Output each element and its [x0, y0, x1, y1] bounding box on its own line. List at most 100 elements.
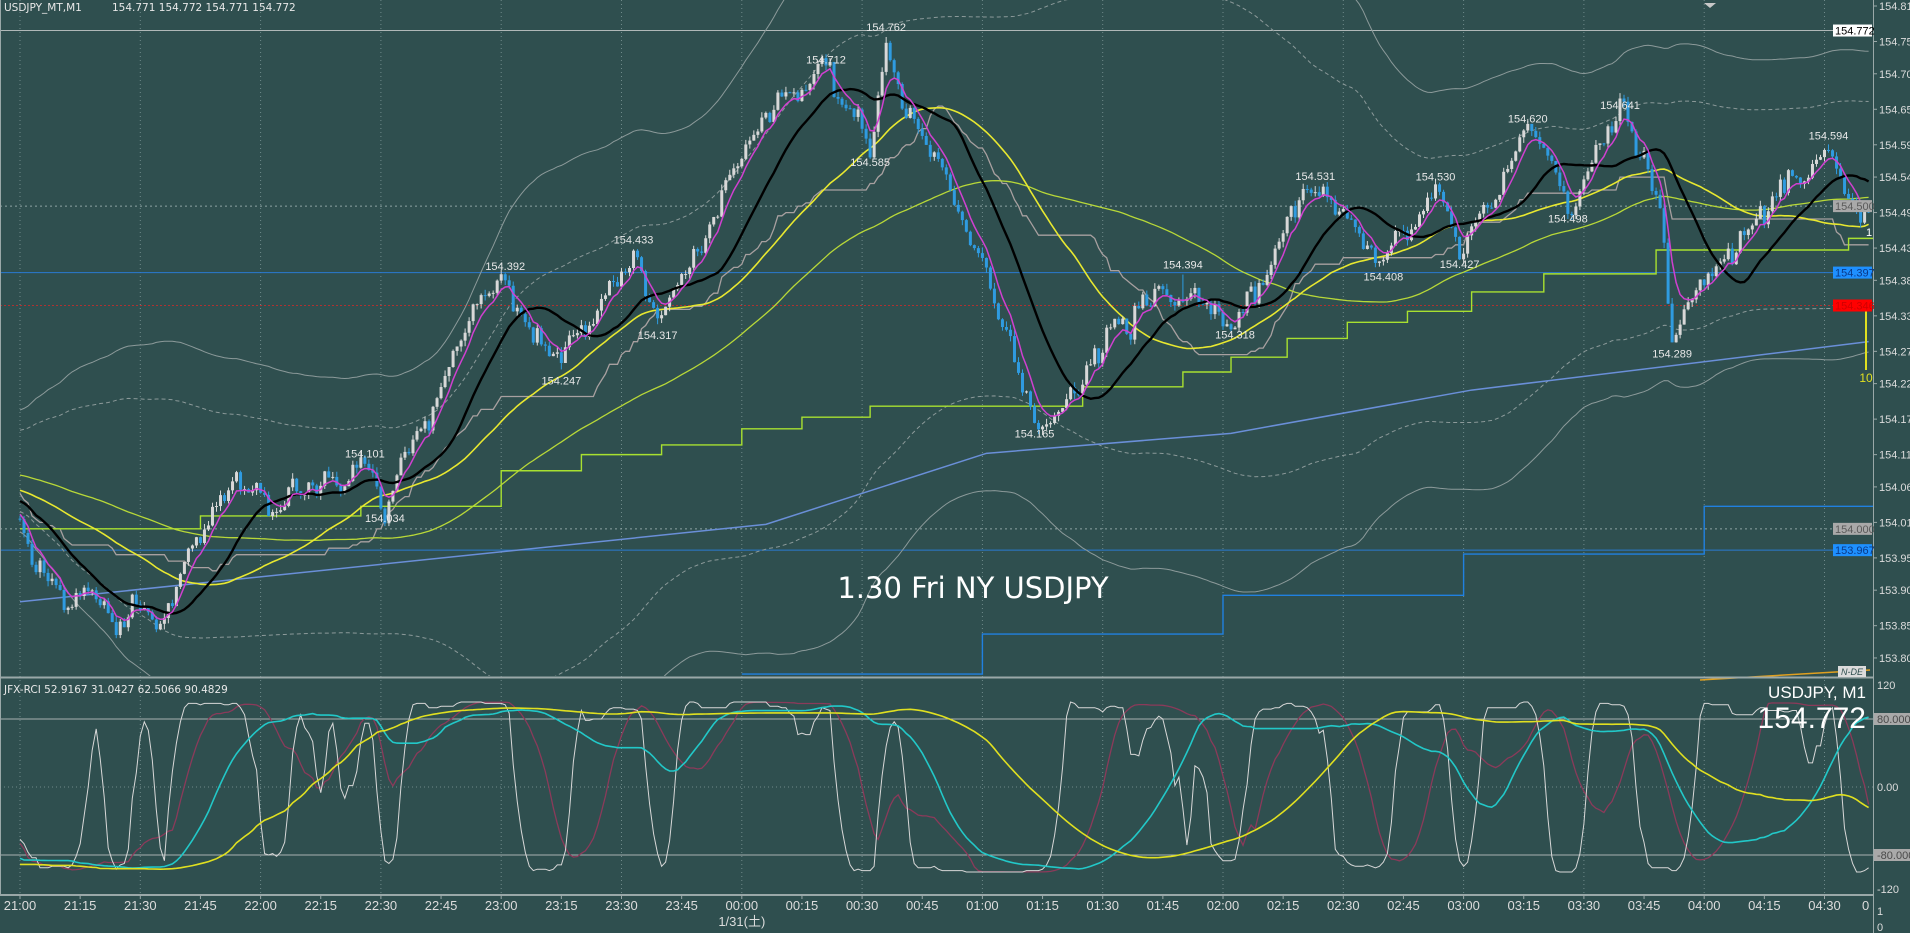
- time-label-clipped: 0: [1862, 898, 1869, 913]
- candle: [984, 257, 988, 273]
- price-tick-label: 154.435: [1879, 243, 1910, 255]
- candle: [816, 60, 820, 79]
- candle: [50, 573, 54, 586]
- candle: [511, 281, 515, 312]
- candle: [1033, 403, 1037, 424]
- price-annotation: 154.712: [806, 54, 846, 66]
- candle: [1750, 223, 1754, 235]
- rci-52-line: [19, 705, 1869, 870]
- candle: [1594, 140, 1598, 165]
- candle: [515, 304, 519, 317]
- candle: [182, 561, 186, 575]
- candle: [447, 366, 451, 382]
- candle: [1233, 326, 1237, 330]
- candle: [868, 133, 872, 159]
- candle: [555, 347, 559, 358]
- price-tag: [1833, 266, 1872, 279]
- candle: [1606, 124, 1610, 149]
- candle: [756, 128, 760, 139]
- candle: [856, 104, 860, 122]
- chart-symbol: USDJPY_MT,M1: [4, 2, 82, 14]
- candle: [720, 184, 724, 218]
- candle: [1177, 297, 1181, 307]
- candle: [202, 523, 206, 545]
- candle: [1646, 149, 1650, 174]
- candle: [636, 249, 640, 260]
- ma-100-line: [19, 179, 1869, 541]
- candle: [760, 112, 764, 134]
- candle: [656, 304, 660, 325]
- main-plot: 154.101 154.034 154.392 154.247 154.433 154.3…: [0, 0, 1873, 676]
- candle: [194, 536, 198, 549]
- shift-marker-icon[interactable]: [1704, 3, 1716, 8]
- stair-green-line: [20, 237, 1873, 530]
- price-annotation: 154.498: [1548, 213, 1588, 225]
- candle: [1317, 186, 1321, 199]
- candle: [579, 319, 583, 337]
- time-label: 00:00: [726, 898, 759, 913]
- candle: [1726, 242, 1730, 261]
- candle: [1301, 183, 1305, 205]
- price-tag: [1833, 200, 1872, 213]
- candle: [884, 36, 888, 76]
- candle: [728, 169, 732, 181]
- extra-axis-label: 1: [1877, 906, 1883, 918]
- candle: [295, 477, 299, 496]
- rci-axis-label: -120: [1877, 884, 1899, 896]
- candle: [1706, 272, 1710, 290]
- grid: [0, 0, 1873, 895]
- price-annotation: 154.394: [1163, 260, 1203, 272]
- candle: [1161, 283, 1165, 295]
- time-label: 02:45: [1387, 898, 1420, 913]
- candle: [1806, 174, 1810, 185]
- price-annotation: 154.620: [1508, 114, 1548, 126]
- candle: [828, 58, 832, 67]
- candle: [162, 612, 166, 630]
- price-annotation: 154.594: [1809, 130, 1849, 142]
- candle: [571, 329, 575, 338]
- price-tick-label: 154.755: [1879, 37, 1910, 49]
- candle: [423, 416, 427, 433]
- candle: [624, 268, 628, 275]
- candle: [126, 614, 130, 632]
- candle: [1798, 177, 1802, 188]
- candle: [319, 481, 323, 500]
- candle: [483, 289, 487, 301]
- candle: [363, 455, 367, 467]
- candle: [110, 610, 114, 623]
- band-upper-inner: [19, 0, 1869, 431]
- candle: [1409, 223, 1413, 242]
- candle: [1694, 287, 1698, 304]
- stair-gray-line: [19, 105, 1869, 572]
- candle: [1746, 228, 1750, 240]
- candle: [1714, 264, 1718, 279]
- candle: [800, 88, 804, 102]
- candle: [968, 230, 972, 247]
- candle: [944, 164, 948, 181]
- price-tick-label: 154.330: [1879, 311, 1910, 323]
- nde-label: N-DE: [1841, 667, 1864, 677]
- time-label: 02:30: [1327, 898, 1360, 913]
- time-label: 22:30: [365, 898, 398, 913]
- candle: [1037, 420, 1041, 435]
- subwindow-symbol-label: USDJPY, M1: [1768, 683, 1866, 702]
- candle: [1053, 412, 1057, 425]
- candle: [271, 509, 275, 521]
- candle: [235, 470, 239, 483]
- time-label: 01:45: [1147, 898, 1180, 913]
- candle: [628, 266, 632, 277]
- candle: [1041, 425, 1045, 436]
- candle: [840, 97, 844, 108]
- time-label: 03:00: [1447, 898, 1480, 913]
- time-label: 23:45: [665, 898, 698, 913]
- candle: [1085, 361, 1089, 389]
- time-label: 01:00: [966, 898, 999, 913]
- candle: [603, 293, 607, 301]
- time-label: 21:30: [124, 898, 157, 913]
- candle: [1722, 254, 1726, 264]
- candle: [712, 216, 716, 227]
- price-annotation: 154.247: [541, 375, 581, 387]
- candle: [1417, 211, 1421, 229]
- candle: [1482, 202, 1486, 218]
